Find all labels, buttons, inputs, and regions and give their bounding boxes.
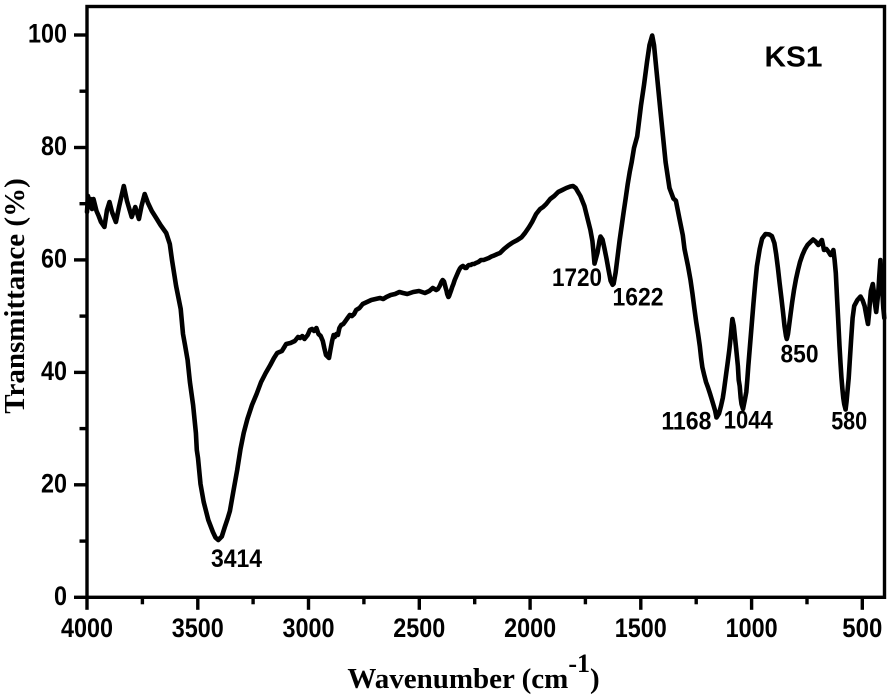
svg-text:1622: 1622 bbox=[613, 284, 664, 312]
svg-text:4000: 4000 bbox=[61, 613, 113, 643]
svg-text:1720: 1720 bbox=[552, 264, 602, 292]
svg-text:Transmittance (%): Transmittance (%) bbox=[0, 178, 31, 413]
svg-text:1044: 1044 bbox=[724, 407, 773, 435]
svg-text:60: 60 bbox=[41, 243, 67, 273]
svg-text:580: 580 bbox=[831, 408, 867, 436]
svg-text:500: 500 bbox=[842, 613, 882, 643]
svg-text:1000: 1000 bbox=[726, 613, 778, 643]
svg-text:3414: 3414 bbox=[211, 545, 262, 573]
svg-text:3500: 3500 bbox=[172, 613, 224, 643]
svg-text:20: 20 bbox=[41, 468, 67, 498]
svg-text:2000: 2000 bbox=[504, 613, 556, 643]
svg-text:100: 100 bbox=[28, 19, 67, 49]
svg-text:3000: 3000 bbox=[283, 613, 335, 643]
svg-text:0: 0 bbox=[54, 581, 67, 611]
svg-text:80: 80 bbox=[41, 131, 67, 161]
svg-text:2500: 2500 bbox=[393, 613, 445, 643]
svg-text:850: 850 bbox=[781, 340, 819, 368]
svg-text:1168: 1168 bbox=[661, 408, 711, 436]
svg-text:KS1: KS1 bbox=[765, 42, 823, 74]
svg-text:40: 40 bbox=[41, 356, 67, 386]
svg-text:1500: 1500 bbox=[615, 613, 667, 643]
